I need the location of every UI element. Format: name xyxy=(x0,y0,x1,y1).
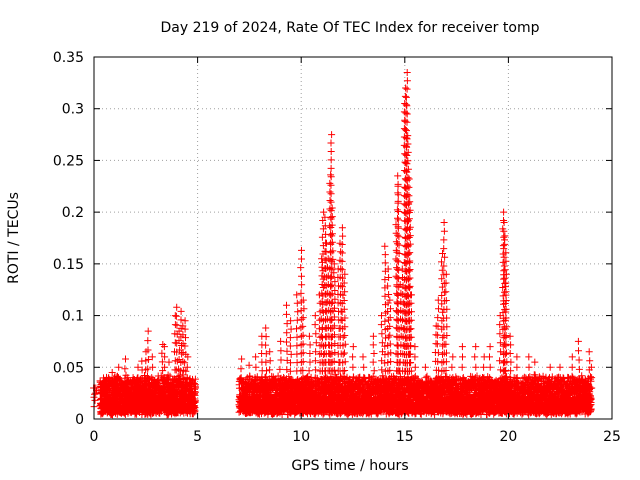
data-point xyxy=(330,260,339,392)
data-points xyxy=(90,69,596,419)
data-point xyxy=(257,332,266,392)
data-point xyxy=(183,353,192,392)
noise-band-markers xyxy=(96,371,595,419)
data-point xyxy=(512,353,521,392)
x-tick-label: 10 xyxy=(292,429,310,445)
data-point xyxy=(386,296,395,392)
y-tick-label: 0 xyxy=(75,412,84,428)
x-tick-label: 5 xyxy=(193,429,202,445)
data-point xyxy=(134,363,142,392)
data-point xyxy=(556,363,564,392)
data-point xyxy=(568,353,577,392)
data-point xyxy=(266,348,274,392)
y-tick-label: 0.35 xyxy=(53,50,84,66)
x-tick-label: 15 xyxy=(396,429,414,445)
data-point xyxy=(92,384,101,397)
data-point xyxy=(525,353,533,392)
data-point xyxy=(293,291,302,392)
data-point xyxy=(245,361,254,392)
y-tick-label: 0.05 xyxy=(53,360,84,376)
data-point xyxy=(108,369,117,392)
data-point xyxy=(148,353,157,392)
data-point xyxy=(299,296,308,392)
data-point xyxy=(164,358,173,392)
data-point xyxy=(406,291,415,392)
data-point xyxy=(276,337,285,392)
data-point xyxy=(448,353,457,392)
data-point xyxy=(486,343,494,392)
data-point xyxy=(105,374,113,392)
data-point xyxy=(574,337,583,392)
data-point xyxy=(502,270,511,392)
data-point xyxy=(359,353,368,392)
data-point xyxy=(262,324,270,392)
data-point xyxy=(587,363,596,392)
data-point xyxy=(369,332,378,392)
x-tick-label: 20 xyxy=(499,429,517,445)
axis-ticks: 0 5 10 15 20 25 0 0.05 0.1 0.15 0.2 0.25 0.3 0.35 xyxy=(53,50,621,445)
y-axis-label: ROTI / TECUs xyxy=(6,192,22,284)
y-tick-label: 0.2 xyxy=(62,205,84,221)
data-point xyxy=(506,332,515,392)
data-point xyxy=(144,327,152,392)
data-point xyxy=(421,363,430,392)
data-point xyxy=(546,363,554,392)
plot-frame xyxy=(93,56,613,420)
data-point xyxy=(121,355,129,392)
data-point xyxy=(286,317,295,392)
y-tick-label: 0.1 xyxy=(62,309,84,325)
data-point xyxy=(114,363,123,392)
x-axis-label: GPS time / hours xyxy=(291,458,408,474)
data-point xyxy=(411,343,420,392)
y-tick-label: 0.15 xyxy=(53,257,84,273)
data-point xyxy=(340,270,349,392)
data-point xyxy=(458,343,467,392)
x-tick-label: 25 xyxy=(603,429,621,445)
data-point xyxy=(251,353,260,392)
data-point xyxy=(442,270,451,392)
y-tick-label: 0.3 xyxy=(62,102,84,118)
data-point xyxy=(311,312,320,392)
chart-title: Day 219 of 2024, Rate Of TEC Index for r… xyxy=(161,20,540,36)
x-tick-label: 0 xyxy=(90,429,99,445)
y-tick-label: 0.25 xyxy=(53,153,84,169)
data-point xyxy=(471,343,480,392)
data-point xyxy=(433,296,443,392)
data-point xyxy=(348,343,358,392)
data-point xyxy=(237,355,246,392)
data-point xyxy=(480,353,488,392)
data-point xyxy=(160,343,169,392)
data-point xyxy=(305,332,314,392)
data-point xyxy=(531,358,539,392)
